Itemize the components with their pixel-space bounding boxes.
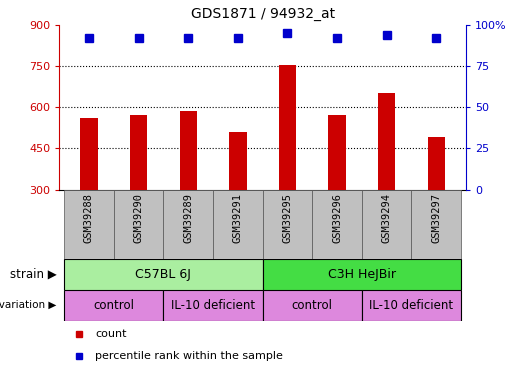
Bar: [263, 290, 362, 321]
Bar: [279, 64, 296, 190]
Title: GDS1871 / 94932_at: GDS1871 / 94932_at: [191, 7, 335, 21]
Bar: [378, 93, 396, 190]
Bar: [114, 190, 163, 259]
Text: C57BL 6J: C57BL 6J: [135, 268, 192, 281]
Text: GSM39288: GSM39288: [84, 193, 94, 243]
Bar: [213, 190, 263, 259]
Text: control: control: [93, 299, 134, 312]
Bar: [329, 115, 346, 190]
Bar: [263, 190, 312, 259]
Bar: [163, 190, 213, 259]
Text: GSM39294: GSM39294: [382, 193, 392, 243]
Text: percentile rank within the sample: percentile rank within the sample: [95, 351, 283, 361]
Bar: [411, 190, 461, 259]
Text: GSM39296: GSM39296: [332, 193, 342, 243]
Bar: [180, 111, 197, 190]
Text: IL-10 deficient: IL-10 deficient: [369, 299, 454, 312]
Text: GSM39291: GSM39291: [233, 193, 243, 243]
Bar: [80, 118, 98, 190]
Bar: [229, 132, 247, 190]
Text: GSM39297: GSM39297: [431, 193, 441, 243]
Bar: [263, 259, 461, 290]
Bar: [64, 190, 114, 259]
Bar: [163, 290, 263, 321]
Text: strain ▶: strain ▶: [10, 268, 57, 281]
Text: count: count: [95, 329, 127, 339]
Text: IL-10 deficient: IL-10 deficient: [171, 299, 255, 312]
Text: C3H HeJBir: C3H HeJBir: [328, 268, 396, 281]
Bar: [312, 190, 362, 259]
Text: GSM39290: GSM39290: [133, 193, 144, 243]
Bar: [64, 290, 163, 321]
Bar: [64, 259, 263, 290]
Bar: [130, 115, 147, 190]
Text: GSM39289: GSM39289: [183, 193, 193, 243]
Text: control: control: [292, 299, 333, 312]
Text: GSM39295: GSM39295: [282, 193, 293, 243]
Bar: [362, 190, 411, 259]
Bar: [362, 290, 461, 321]
Text: genotype/variation ▶: genotype/variation ▶: [0, 300, 57, 310]
Bar: [427, 138, 445, 190]
